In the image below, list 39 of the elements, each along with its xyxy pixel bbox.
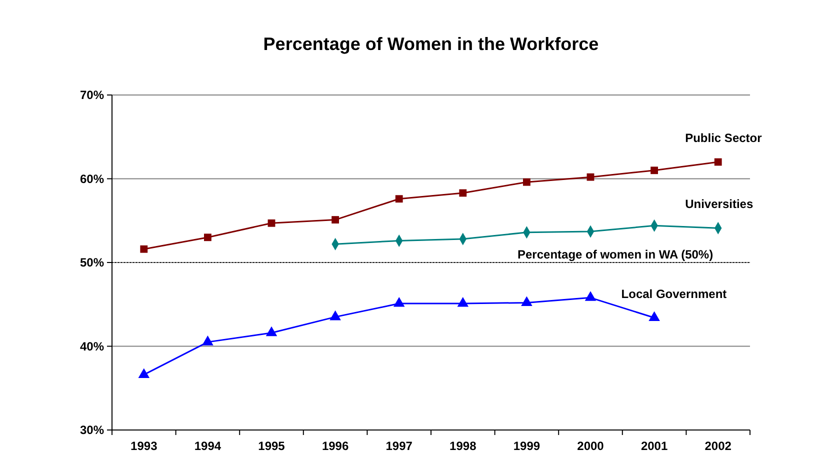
point	[202, 336, 214, 346]
point	[584, 291, 596, 301]
x-tick-label: 1998	[450, 439, 477, 453]
y-tick-label: 60%	[80, 172, 104, 186]
chart-title: Percentage of Women in the Workforce	[263, 34, 599, 54]
point	[266, 326, 278, 336]
point	[330, 310, 341, 320]
y-tick-label: 30%	[80, 423, 104, 438]
x-tick-label: 2001	[640, 439, 668, 453]
y-tick-label: 70%	[80, 88, 104, 102]
x-tick-label: 1995	[258, 439, 286, 453]
point	[586, 173, 594, 181]
series-label: Public Sector	[685, 131, 762, 145]
y-tick-label: 50%	[80, 256, 104, 270]
x-tick-label: 1994	[194, 439, 222, 453]
x-tick-label: 1997	[386, 439, 413, 453]
point	[268, 219, 276, 227]
x-tick-label: 1993	[130, 439, 158, 453]
point	[521, 296, 532, 306]
point	[714, 158, 722, 166]
point	[138, 368, 150, 378]
series-label: Local Government	[621, 286, 727, 301]
point	[650, 166, 658, 174]
x-tick-label: 2002	[704, 439, 732, 453]
point	[204, 234, 212, 242]
point	[457, 297, 469, 307]
x-tick-label: 1996	[322, 439, 349, 453]
point	[140, 245, 148, 253]
ref-line-label: Percentage of women in WA (50%)	[518, 248, 714, 262]
point	[522, 178, 530, 186]
point	[648, 311, 660, 322]
x-tick-label: 2000	[577, 439, 604, 453]
point	[459, 189, 467, 197]
point	[393, 297, 405, 307]
x-tick-label: 1999	[513, 439, 540, 453]
point	[332, 216, 340, 224]
series-label: Universities	[685, 197, 754, 212]
point	[395, 195, 403, 203]
y-tick-label: 40%	[80, 339, 104, 354]
